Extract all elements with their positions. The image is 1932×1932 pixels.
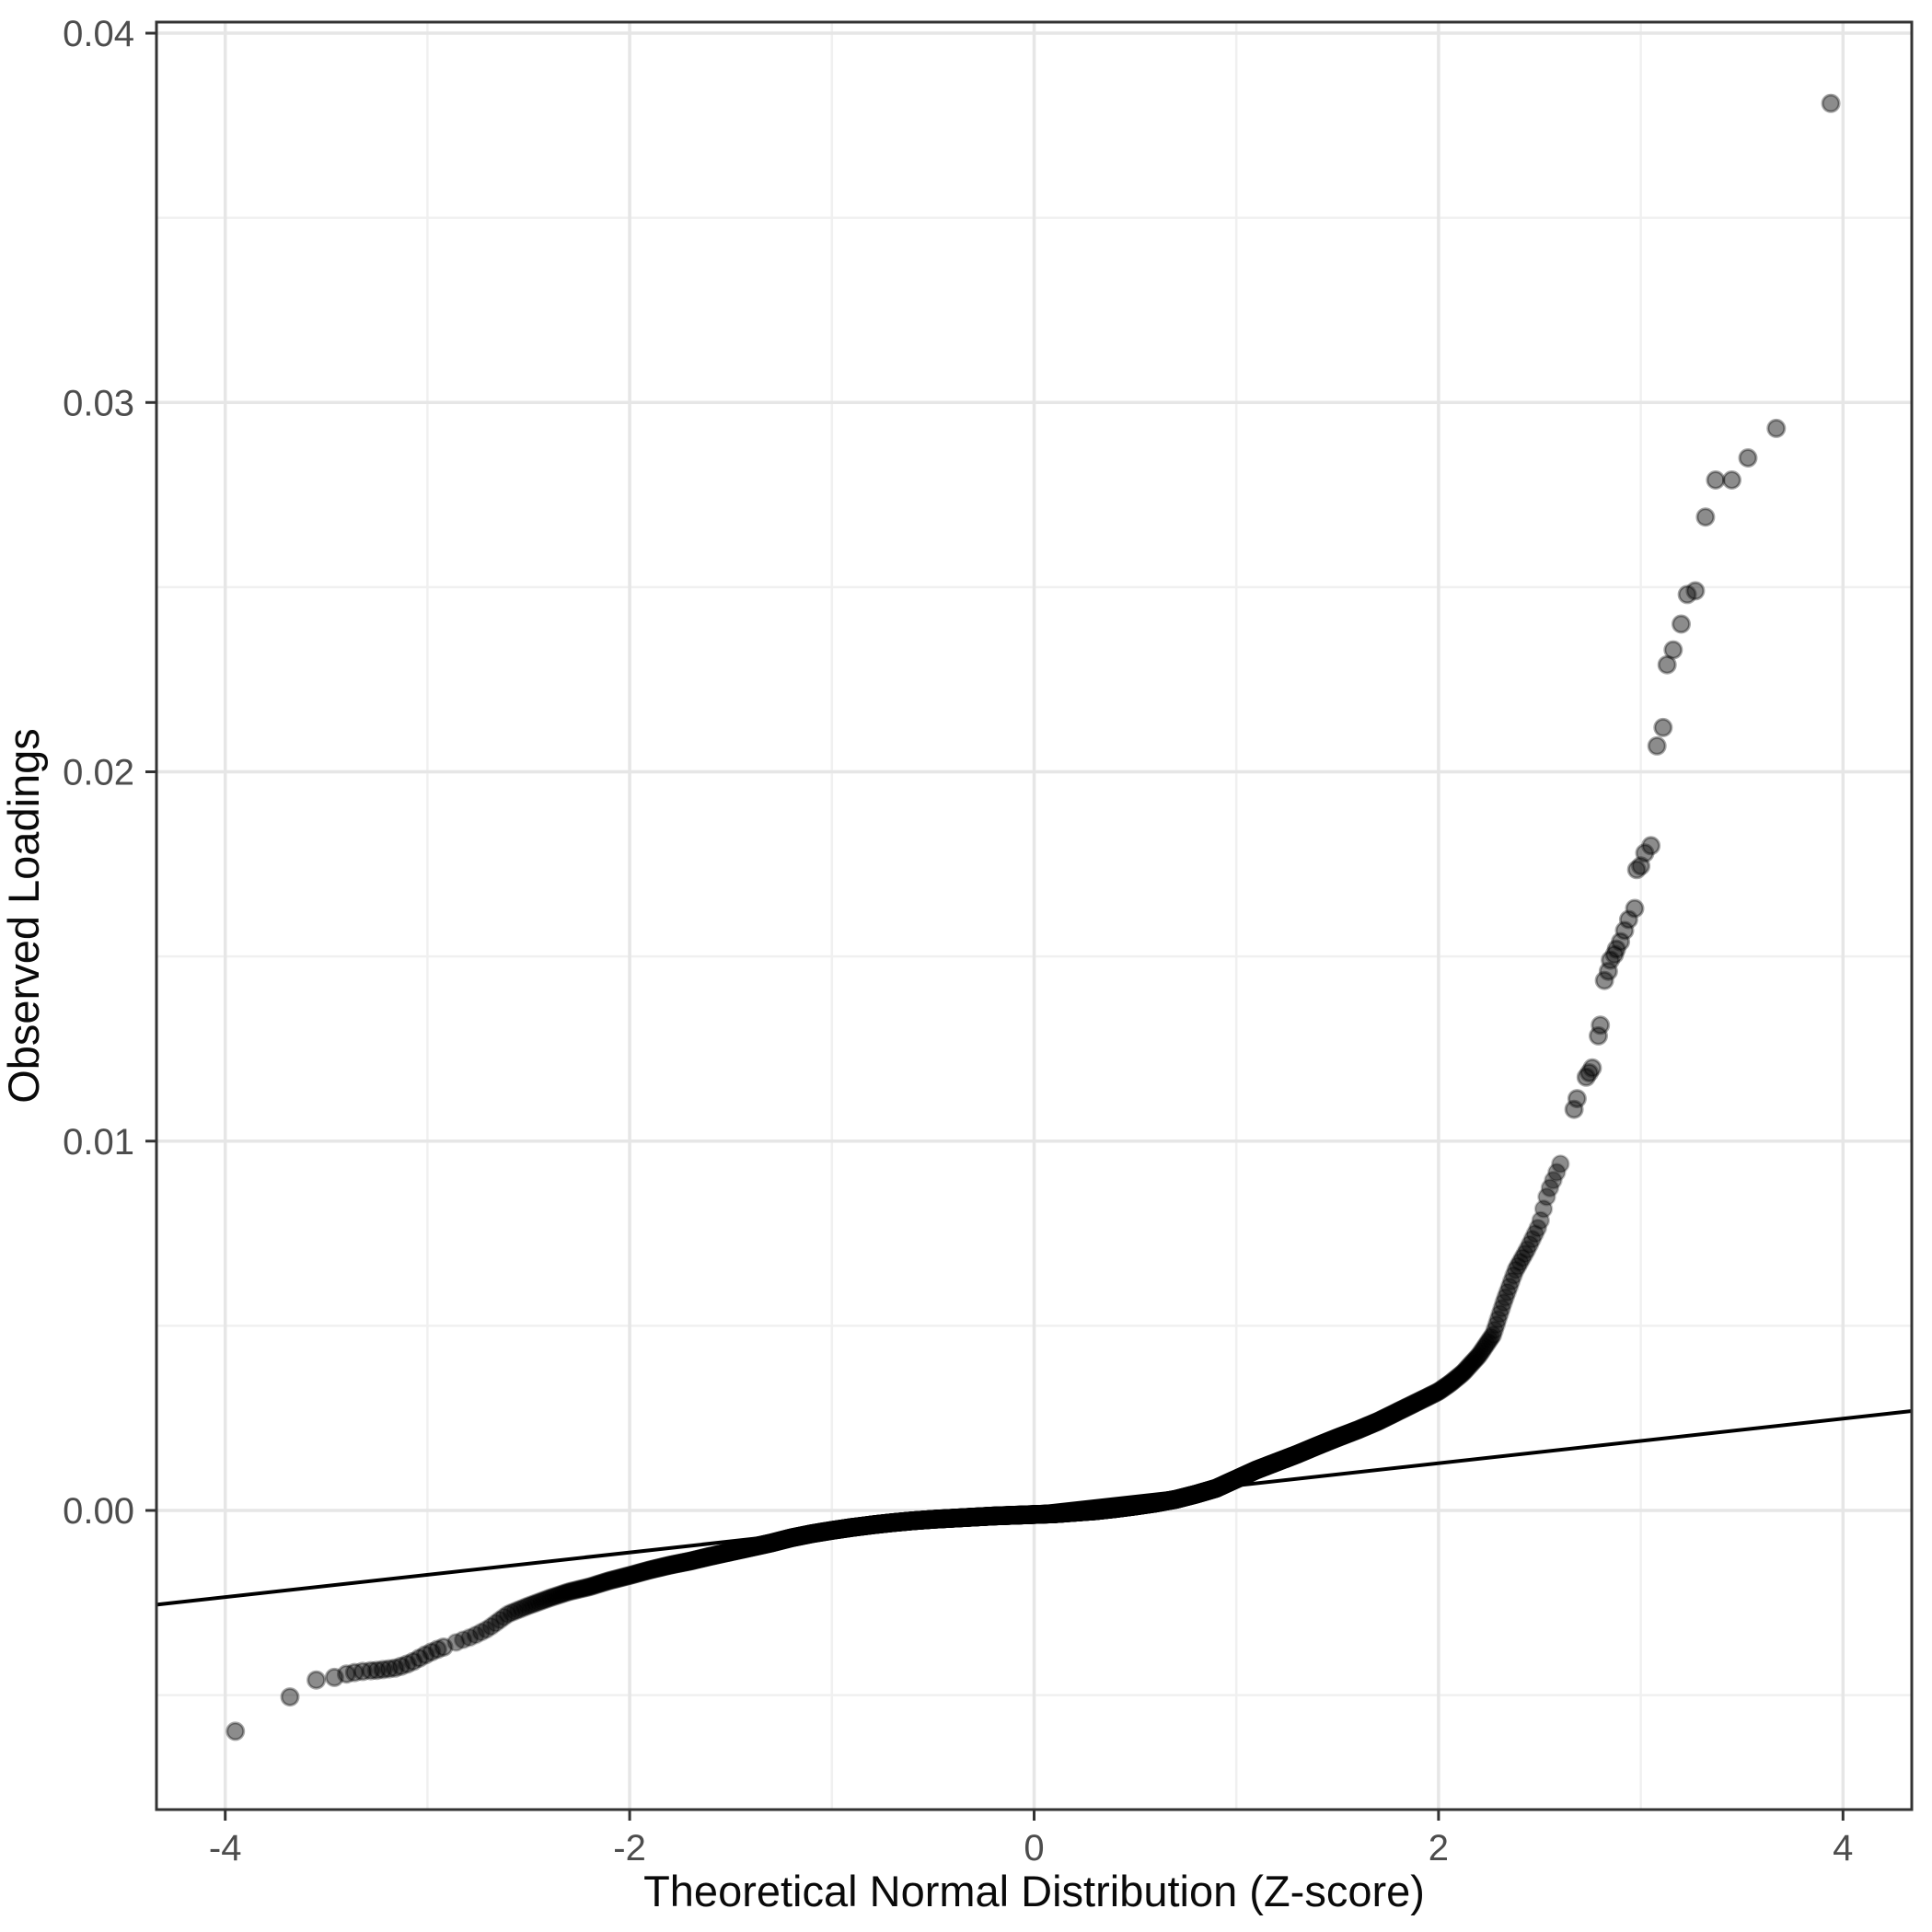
qq-point [1579,1063,1600,1082]
qq-point [1626,860,1647,880]
qq-point [1564,1099,1584,1119]
qq-point [1606,939,1626,959]
qq-point [1766,418,1787,438]
qq-point [1611,931,1631,952]
qq-point [422,1642,442,1662]
qq-point [1695,507,1716,527]
qq-point [1589,1025,1608,1046]
qq-point [324,1667,344,1687]
qq-point [397,1654,417,1674]
qq-point [1601,950,1621,970]
axis-tick-marks [145,31,1845,1821]
qq-point [1567,1089,1587,1109]
qq-point [1657,654,1677,675]
qq-tail-points [226,93,1841,1741]
qq-point [379,1659,399,1679]
qq-point [1635,843,1655,863]
qq-point [434,1637,454,1657]
qq-point [1618,909,1638,930]
y-tick-label: 0.00 [63,1491,134,1532]
qq-point [1631,856,1651,876]
major-gridlines [156,22,1912,1810]
x-axis-title: Theoretical Normal Distribution (Z-score… [643,1867,1425,1915]
qq-point [1685,581,1706,601]
qq-point-band [446,1154,1570,1652]
reference-line [156,1409,1913,1607]
qq-point [1653,717,1673,737]
qq-point [1663,640,1683,660]
y-tick-label: 0.02 [63,753,134,793]
y-tick-label: 0.04 [63,14,134,54]
qq-point [1706,470,1726,490]
qq-point [367,1660,387,1681]
y-tick-label: 0.03 [63,383,134,423]
qq-point [1591,1015,1611,1035]
qq-point [226,1721,246,1741]
qq-point [1594,970,1614,990]
qq-point [1598,961,1618,981]
qq-point [427,1639,447,1660]
x-tick-label: -4 [209,1828,242,1868]
qq-point [1738,448,1758,468]
qq-point [1647,735,1667,756]
x-tick-label: 0 [1024,1828,1044,1868]
qq-point [307,1670,327,1690]
x-tick-label: 4 [1833,1828,1853,1868]
qq-point [373,1660,393,1680]
axis-tick-labels: -4 -2 0 2 4 0.00 0.01 0.02 0.03 0.04 [63,14,1853,1868]
qq-point [280,1687,300,1707]
qq-point [337,1664,356,1684]
y-axis-title: Observed Loadings [0,728,48,1104]
qq-point [403,1651,423,1672]
qq-point [353,1661,373,1682]
qq-point [1722,470,1741,490]
qq-point [1677,584,1697,605]
qq-point [415,1645,435,1665]
qq-point [1604,944,1625,965]
qq-point [344,1662,364,1683]
qq-point [1672,614,1691,634]
qq-point [1625,898,1645,919]
qq-point [1576,1067,1596,1087]
qq-point [1582,1058,1602,1078]
y-tick-label: 0.01 [63,1122,134,1163]
qq-point [361,1660,381,1681]
qq-point [1821,93,1841,113]
x-tick-label: 2 [1429,1828,1449,1868]
qq-point [1641,836,1661,856]
qq-point [385,1658,405,1678]
qq-point [410,1649,430,1668]
x-tick-label: -2 [613,1828,646,1868]
qq-point [391,1656,411,1676]
qq-point [1614,920,1635,941]
